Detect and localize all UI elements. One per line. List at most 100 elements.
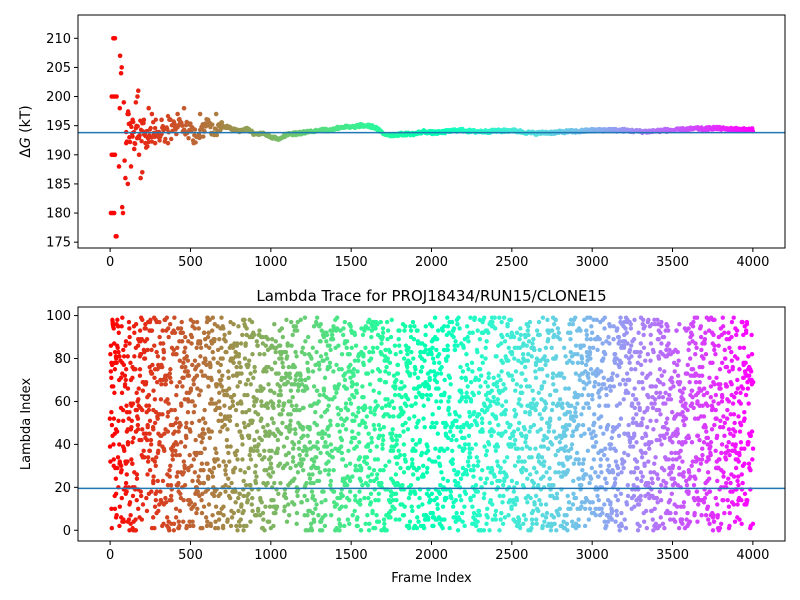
lambda-point [248, 382, 253, 387]
lambda-point [660, 394, 666, 400]
lambda-point [161, 521, 166, 527]
lambda-point [635, 465, 640, 471]
lambda-point [646, 459, 651, 464]
lambda-point [531, 397, 536, 402]
lambda-point [471, 474, 476, 479]
lambda-point [339, 416, 344, 421]
lambda-point [246, 362, 251, 368]
lambda-point [297, 407, 302, 413]
lambda-point [239, 502, 244, 507]
lambda-point [254, 397, 259, 402]
lambda-point [588, 356, 593, 361]
lambda-point [427, 457, 432, 462]
lambda-point [641, 332, 646, 338]
lambda-point [223, 463, 229, 469]
delta-g-point [133, 100, 139, 105]
lambda-point [686, 326, 691, 331]
lambda-point [702, 386, 707, 391]
lambda-point [121, 418, 126, 423]
lambda-point [638, 493, 643, 499]
lambda-point [731, 502, 737, 507]
lambda-point [445, 435, 451, 441]
lambda-point [646, 446, 652, 451]
lambda-point [130, 375, 135, 381]
lambda-point [550, 375, 555, 381]
lambda-point [353, 463, 358, 469]
lambda-point [240, 435, 245, 441]
lambda-point [209, 429, 214, 434]
lambda-point [713, 495, 718, 501]
lambda-point [587, 480, 592, 486]
lambda-point [120, 407, 126, 413]
lambda-point [567, 409, 573, 415]
lambda-point [229, 480, 234, 486]
lambda-point [616, 422, 622, 428]
lambda-point [302, 315, 308, 320]
lambda-point [560, 401, 565, 406]
lambda-point [345, 482, 350, 488]
lambda-point [108, 352, 113, 357]
lambda-point [711, 513, 716, 518]
lambda-point [220, 356, 225, 361]
lambda-point [231, 392, 237, 398]
lambda-point [619, 470, 624, 475]
lambda-point [336, 517, 342, 522]
lambda-point [241, 420, 247, 426]
lambda-point [670, 463, 676, 469]
lambda-point [194, 319, 200, 325]
lambda-point [722, 510, 727, 516]
lambda-point [124, 472, 129, 477]
lambda-point [177, 508, 183, 514]
lambda-point [216, 399, 222, 404]
lambda-point [412, 324, 417, 329]
lambda-point [561, 375, 567, 381]
lambda-point [695, 399, 700, 404]
lambda-point [268, 474, 273, 479]
lambda-point [300, 448, 306, 454]
lambda-point [630, 444, 636, 449]
lambda-point [269, 416, 275, 421]
lambda-point [390, 437, 395, 443]
lambda-point [497, 528, 502, 533]
lambda-point [125, 442, 131, 447]
lambda-point [144, 337, 150, 342]
lambda-point [222, 422, 227, 428]
lambda-point [152, 420, 158, 426]
lambda-point [418, 369, 424, 374]
lambda-point [242, 470, 248, 475]
lambda-point [444, 358, 449, 363]
delta-g-point [179, 123, 185, 128]
lambda-point [111, 326, 116, 331]
lambda-point [113, 476, 119, 481]
lambda-point [368, 491, 374, 496]
lambda-point [350, 429, 355, 434]
lambda-point [590, 392, 595, 398]
lambda-point [476, 508, 482, 514]
lambda-point [586, 405, 592, 411]
lambda-point [621, 345, 627, 350]
lambda-point [686, 489, 691, 494]
lambda-point [201, 467, 206, 473]
lambda-point [252, 470, 258, 475]
lambda-point [635, 528, 641, 533]
lambda-point [625, 482, 631, 488]
lambda-point [243, 341, 248, 346]
lambda-point [319, 500, 324, 505]
lambda-point [428, 498, 433, 503]
lambda-point [737, 367, 742, 372]
lambda-point [710, 528, 716, 533]
lambda-point [586, 392, 591, 398]
lambda-point [269, 465, 274, 471]
lambda-point [726, 440, 731, 445]
lambda-point [348, 440, 354, 445]
lambda-point [438, 482, 443, 488]
lambda-point [624, 330, 629, 335]
lambda-point [693, 352, 698, 357]
lambda-point [384, 528, 389, 533]
delta-g-point [165, 140, 171, 146]
lambda-point [175, 442, 180, 447]
lambda-point [183, 433, 189, 439]
lambda-point [506, 513, 511, 518]
lambda-point [334, 315, 340, 320]
lambda-point [722, 330, 727, 335]
